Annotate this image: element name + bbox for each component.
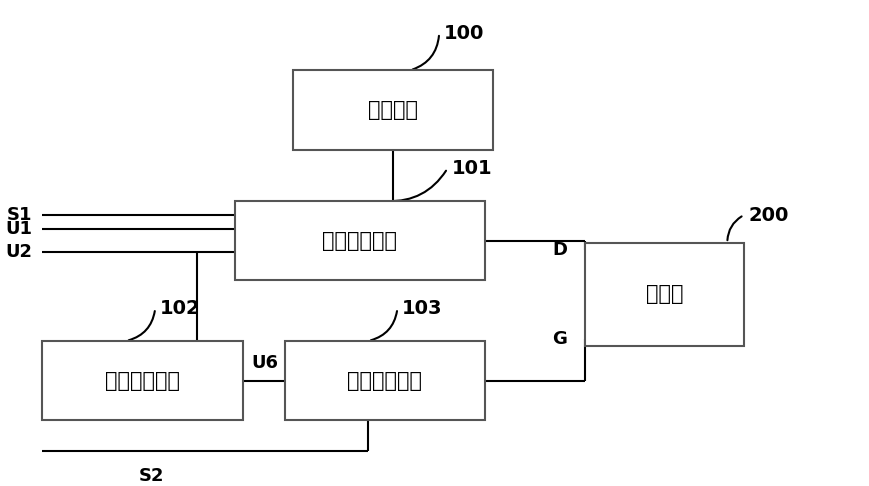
Bar (585, 243, 743, 346)
Bar (43, 341, 242, 420)
Text: 功放管: 功放管 (645, 284, 683, 304)
Bar (293, 70, 493, 150)
Text: 102: 102 (159, 299, 200, 318)
Text: 100: 100 (443, 23, 483, 43)
Text: G: G (552, 330, 567, 347)
Text: 漏极电源: 漏极电源 (368, 100, 418, 120)
Bar (235, 201, 485, 280)
Text: S2: S2 (138, 467, 163, 485)
Text: 电压缓冲模块: 电压缓冲模块 (105, 371, 180, 391)
Text: D: D (551, 241, 567, 259)
Text: 101: 101 (451, 159, 492, 178)
Text: U2: U2 (5, 243, 32, 261)
Text: 103: 103 (401, 299, 441, 318)
Text: U1: U1 (5, 220, 32, 238)
Text: U6: U6 (251, 354, 278, 372)
Text: 开关控制模块: 开关控制模块 (347, 371, 422, 391)
Text: 200: 200 (747, 206, 787, 225)
Text: 漏压控制模块: 漏压控制模块 (322, 231, 397, 251)
Text: S1: S1 (7, 206, 32, 224)
Bar (284, 341, 485, 420)
